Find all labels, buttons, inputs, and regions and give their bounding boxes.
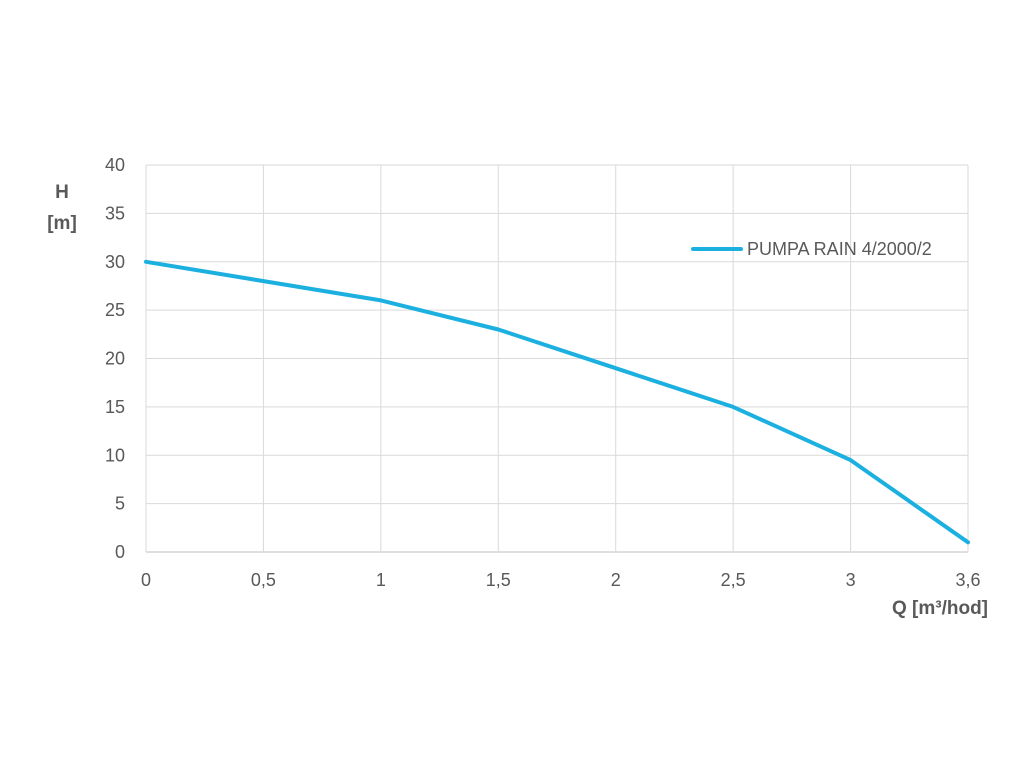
x-tick-label: 0,5 (251, 570, 276, 590)
x-axis-title: Q [m³/hod] (892, 598, 988, 619)
y-tick-label: 25 (105, 300, 125, 320)
y-tick-label: 15 (105, 397, 125, 417)
x-tick-label: 1,5 (486, 570, 511, 590)
y-tick-label: 20 (105, 349, 125, 369)
series-line (144, 259, 970, 545)
x-axis-ticks: 0 0,5 1 1,5 2 2,5 3 3,6 (141, 570, 981, 590)
x-tick-label: 3 (846, 570, 856, 590)
x-tick-label: 2,5 (721, 570, 746, 590)
y-axis-title-line1: H (55, 182, 69, 203)
x-tick-label: 2 (611, 570, 621, 590)
legend: PUMPA RAIN 4/2000/2 (691, 239, 932, 259)
y-tick-label: 5 (115, 494, 125, 514)
x-tick-label: 0 (141, 570, 151, 590)
y-axis-ticks: 0 5 10 15 20 25 30 35 40 (105, 155, 125, 562)
y-axis-title-line2: [m] (47, 213, 77, 234)
x-tick-label: 3,6 (955, 570, 980, 590)
y-tick-label: 35 (105, 203, 125, 223)
legend-label: PUMPA RAIN 4/2000/2 (747, 239, 932, 259)
y-tick-label: 10 (105, 445, 125, 465)
y-tick-label: 0 (115, 542, 125, 562)
grid (145, 164, 969, 553)
y-tick-label: 40 (105, 155, 125, 175)
series-lines (144, 259, 970, 545)
y-tick-label: 30 (105, 252, 125, 272)
x-tick-label: 1 (376, 570, 386, 590)
